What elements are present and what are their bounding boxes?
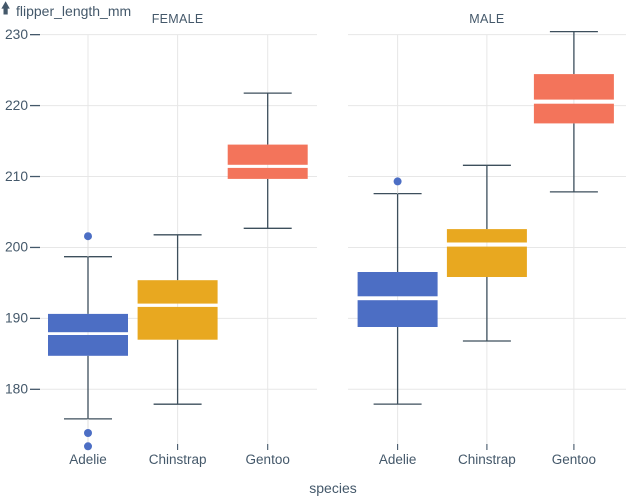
svg-text:Adelie: Adelie [69, 452, 107, 467]
svg-text:Chinstrap: Chinstrap [458, 452, 516, 467]
svg-text:190: 190 [5, 311, 28, 326]
svg-text:200: 200 [5, 240, 28, 255]
svg-text:Chinstrap: Chinstrap [149, 452, 207, 467]
svg-text:210: 210 [5, 169, 28, 184]
svg-text:230: 230 [5, 27, 28, 42]
svg-text:Gentoo: Gentoo [552, 452, 596, 467]
svg-text:Gentoo: Gentoo [246, 452, 290, 467]
svg-text:180: 180 [5, 382, 28, 397]
svg-text:220: 220 [5, 98, 28, 113]
svg-text:Adelie: Adelie [379, 452, 417, 467]
